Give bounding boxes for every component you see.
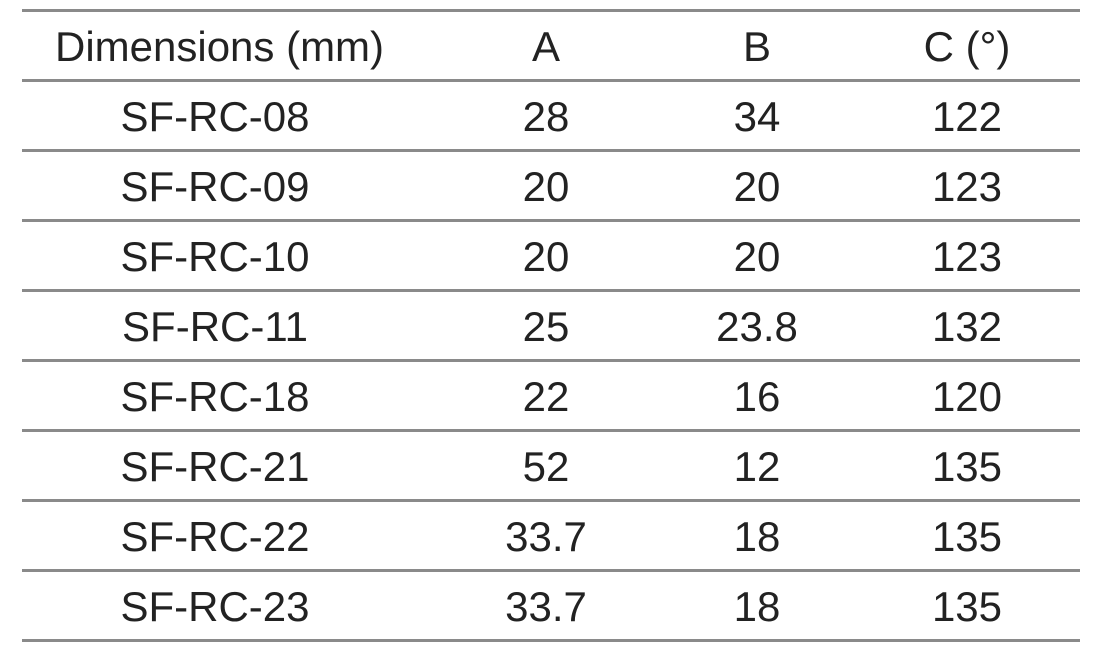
header-cell: A (531, 23, 560, 70)
value-cell: 18 (733, 583, 781, 630)
row-label: SF-RC-22 (120, 513, 310, 560)
value-cell: 20 (522, 163, 570, 210)
value-cell: 122 (931, 93, 1003, 140)
row-divider (22, 219, 1080, 222)
row-divider (22, 359, 1080, 362)
row-divider (22, 499, 1080, 502)
value-cell: 18 (733, 513, 781, 560)
value-cell: 135 (931, 443, 1003, 490)
value-cell: 16 (733, 373, 781, 420)
value-cell: 12 (733, 443, 781, 490)
value-cell: 33.7 (505, 583, 587, 630)
value-cell: 135 (931, 513, 1003, 560)
row-divider (22, 429, 1080, 432)
row-label: SF-RC-18 (120, 373, 310, 420)
value-cell: 135 (931, 583, 1003, 630)
value-cell: 22 (522, 373, 570, 420)
row-divider (22, 569, 1080, 572)
header-cell: C (°) (923, 23, 1011, 70)
row-divider (22, 79, 1080, 82)
value-cell: 132 (931, 303, 1003, 350)
value-cell: 52 (522, 443, 570, 490)
row-label: SF-RC-21 (120, 443, 310, 490)
row-label: SF-RC-10 (120, 233, 310, 280)
value-cell: 34 (733, 93, 781, 140)
row-label: SF-RC-23 (120, 583, 310, 630)
row-label: SF-RC-08 (120, 93, 310, 140)
row-divider (22, 289, 1080, 292)
row-divider (22, 9, 1080, 12)
value-cell: 123 (931, 233, 1003, 280)
value-cell: 20 (733, 163, 781, 210)
value-cell: 25 (522, 303, 570, 350)
header-cell: B (742, 23, 771, 70)
row-divider (22, 149, 1080, 152)
row-divider (22, 639, 1080, 642)
value-cell: 120 (931, 373, 1003, 420)
header-cell: Dimensions (mm) (55, 23, 385, 70)
value-cell: 123 (931, 163, 1003, 210)
value-cell: 20 (733, 233, 781, 280)
value-cell: 23.8 (716, 303, 798, 350)
row-label: SF-RC-11 (122, 303, 308, 350)
row-label: SF-RC-09 (120, 163, 310, 210)
value-cell: 33.7 (505, 513, 587, 560)
value-cell: 28 (522, 93, 570, 140)
value-cell: 20 (522, 233, 570, 280)
